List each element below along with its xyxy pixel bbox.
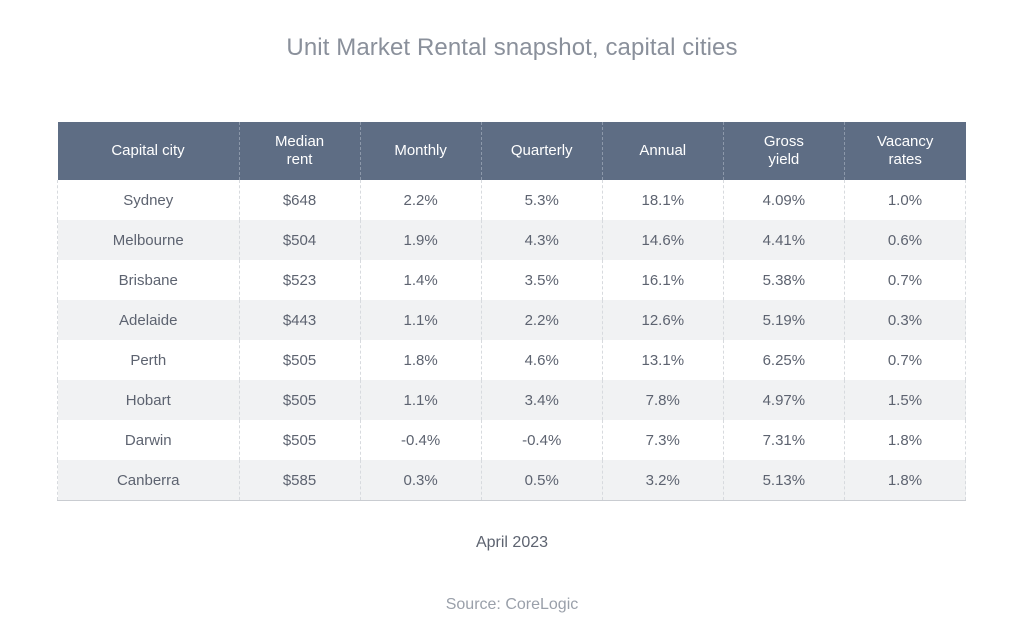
value-cell: 6.25%: [722, 340, 845, 380]
column-header: Annual: [601, 122, 724, 180]
table-row: Adelaide $443 1.1% 2.2% 12.6% 5.19% 0.3%: [57, 300, 967, 340]
city-cell: Darwin: [57, 420, 239, 460]
value-cell: 2.2%: [359, 180, 482, 220]
table-row: Perth $505 1.8% 4.6% 13.1% 6.25% 0.7%: [57, 340, 967, 380]
table-date: April 2023: [475, 534, 549, 551]
column-header: Monthly: [359, 122, 482, 180]
city-cell: Perth: [57, 340, 239, 380]
value-cell: $505: [238, 380, 361, 420]
value-cell: 1.0%: [843, 180, 967, 220]
value-cell: 18.1%: [601, 180, 724, 220]
table-row: Canberra $585 0.3% 0.5% 3.2% 5.13% 1.8%: [57, 460, 967, 501]
chart-title: Unit Market Rental snapshot, capital cit…: [286, 34, 738, 61]
value-cell: 0.3%: [843, 300, 967, 340]
value-cell: -0.4%: [359, 420, 482, 460]
table-body: Sydney $648 2.2% 5.3% 18.1% 4.09% 1.0% Melbourn…: [57, 180, 967, 501]
city-cell: Hobart: [57, 380, 239, 420]
value-cell: 5.13%: [722, 460, 845, 501]
value-cell: 0.7%: [843, 260, 967, 300]
value-cell: 4.3%: [480, 220, 603, 260]
value-cell: 1.5%: [843, 380, 967, 420]
value-cell: $505: [238, 420, 361, 460]
value-cell: $523: [238, 260, 361, 300]
rental-table: Capital city Median rent Monthly Quarterly An…: [57, 122, 967, 501]
value-cell: -0.4%: [480, 420, 603, 460]
value-cell: 0.5%: [480, 460, 603, 501]
value-cell: 4.41%: [722, 220, 845, 260]
value-cell: 3.2%: [601, 460, 724, 501]
city-cell: Sydney: [57, 180, 239, 220]
value-cell: 1.9%: [359, 220, 482, 260]
column-header: Vacancy rates: [843, 122, 966, 180]
table-row: Sydney $648 2.2% 5.3% 18.1% 4.09% 1.0%: [57, 180, 967, 220]
value-cell: 7.31%: [722, 420, 845, 460]
value-cell: 5.3%: [480, 180, 603, 220]
value-cell: 16.1%: [601, 260, 724, 300]
value-cell: 0.6%: [843, 220, 967, 260]
value-cell: 1.8%: [843, 420, 967, 460]
column-header: Capital city: [57, 122, 239, 180]
column-header: Median rent: [238, 122, 361, 180]
value-cell: 5.19%: [722, 300, 845, 340]
value-cell: 1.8%: [843, 460, 967, 501]
value-cell: 0.7%: [843, 340, 967, 380]
value-cell: 5.38%: [722, 260, 845, 300]
value-cell: 13.1%: [601, 340, 724, 380]
value-cell: 4.09%: [722, 180, 845, 220]
city-cell: Canberra: [57, 460, 239, 501]
table-header-row: Capital city Median rent Monthly Quarterly An…: [57, 122, 966, 180]
column-header: Gross yield: [722, 122, 845, 180]
value-cell: 2.2%: [480, 300, 603, 340]
value-cell: $505: [238, 340, 361, 380]
city-cell: Adelaide: [57, 300, 239, 340]
value-cell: 1.4%: [359, 260, 482, 300]
table-row: Hobart $505 1.1% 3.4% 7.8% 4.97% 1.5%: [57, 380, 967, 420]
value-cell: 14.6%: [601, 220, 724, 260]
column-header: Quarterly: [480, 122, 603, 180]
value-cell: 1.1%: [359, 300, 482, 340]
value-cell: 4.6%: [480, 340, 603, 380]
value-cell: 3.5%: [480, 260, 603, 300]
table-row: Melbourne $504 1.9% 4.3% 14.6% 4.41% 0.6%: [57, 220, 967, 260]
source-note: Source: CoreLogic: [445, 596, 579, 613]
table-row: Darwin $505 -0.4% -0.4% 7.3% 7.31% 1.8%: [57, 420, 967, 460]
table-row: Brisbane $523 1.4% 3.5% 16.1% 5.38% 0.7%: [57, 260, 967, 300]
value-cell: $443: [238, 300, 361, 340]
value-cell: $648: [238, 180, 361, 220]
city-cell: Melbourne: [57, 220, 239, 260]
value-cell: $504: [238, 220, 361, 260]
city-cell: Brisbane: [57, 260, 239, 300]
value-cell: 7.3%: [601, 420, 724, 460]
value-cell: 1.1%: [359, 380, 482, 420]
value-cell: 0.3%: [359, 460, 482, 501]
value-cell: 7.8%: [601, 380, 724, 420]
value-cell: 1.8%: [359, 340, 482, 380]
value-cell: 4.97%: [722, 380, 845, 420]
value-cell: 3.4%: [480, 380, 603, 420]
value-cell: 12.6%: [601, 300, 724, 340]
value-cell: $585: [238, 460, 361, 501]
